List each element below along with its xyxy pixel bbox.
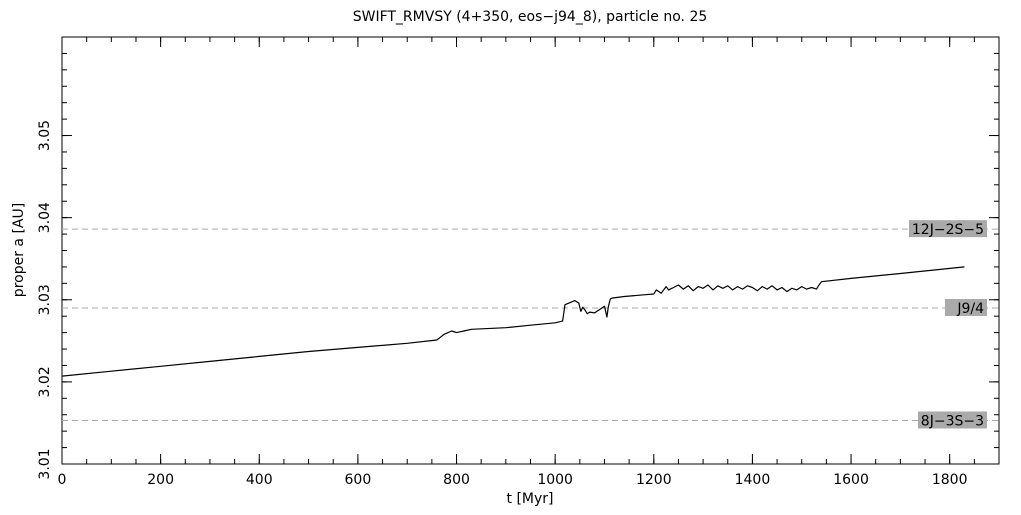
- y-tick-label: 3.01: [37, 448, 53, 479]
- resonance-label-box: [918, 411, 987, 429]
- resonance-label-box: [909, 220, 987, 238]
- tick-layer: 0 200 400 600 800 1000 1200 1400 1600 1800 3.01 3.0…: [37, 37, 999, 488]
- x-tick-label: 1200: [636, 472, 672, 488]
- x-tick-label: 1400: [735, 472, 771, 488]
- y-tick-label: 3.03: [37, 284, 53, 315]
- x-tick-label: 800: [443, 472, 470, 488]
- x-tick-label: 1800: [932, 472, 968, 488]
- x-tick-label: 1000: [537, 472, 573, 488]
- x-tick-label: 200: [147, 472, 174, 488]
- series-line: [61, 266, 965, 377]
- x-tick-label: 600: [345, 472, 372, 488]
- resonance-layer: 12J−2S−5 J9/4 8J−3S−3: [62, 220, 999, 429]
- resonance-label: 8J−3S−3: [921, 413, 984, 429]
- resonance-label: 12J−2S−5: [912, 222, 984, 238]
- y-axis-label: proper a [AU]: [11, 203, 27, 297]
- x-tick-label: 0: [58, 472, 67, 488]
- series-layer: [61, 266, 965, 377]
- chart-title: SWIFT_RMVSY (4+350, eos−j94_8), particle…: [353, 9, 708, 25]
- x-tick-label: 400: [246, 472, 273, 488]
- plot-frame: [61, 36, 1000, 465]
- x-tick-label: 1600: [833, 472, 869, 488]
- x-axis-label: t [Myr]: [507, 491, 554, 507]
- y-tick-label: 3.04: [37, 202, 53, 233]
- y-tick-label: 3.05: [37, 120, 53, 151]
- y-tick-label: 3.02: [37, 366, 53, 397]
- minor-ticks: [61, 36, 1000, 465]
- resonance-label-box: [945, 298, 987, 316]
- resonance-label: J9/4: [956, 301, 984, 317]
